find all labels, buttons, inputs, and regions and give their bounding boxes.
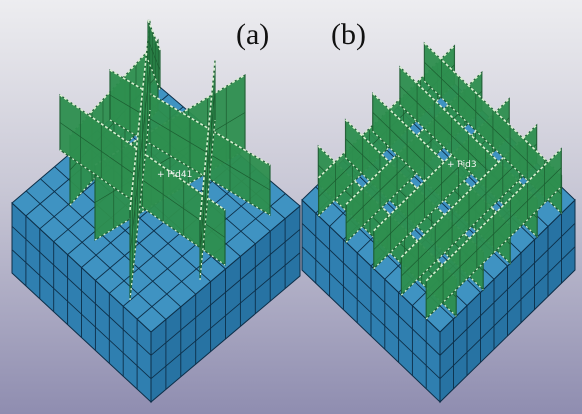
panel-b-label: (b) <box>331 18 366 51</box>
panel-a-part-id: + Pid41 <box>157 170 193 180</box>
panel-a-top-post <box>147 19 161 91</box>
panel-b-model <box>301 41 576 404</box>
panel-a-model <box>11 19 301 404</box>
panel-b-part-id: + Pid3 <box>447 160 477 170</box>
panel-a-lattice <box>59 19 271 301</box>
panel-a-label: (a) <box>236 18 270 51</box>
panel-a-strut-5 <box>129 19 151 301</box>
panel-b-lattice <box>317 41 563 321</box>
panel-b-wall-b5 <box>425 147 562 321</box>
panel-a-strut-6 <box>199 59 216 281</box>
